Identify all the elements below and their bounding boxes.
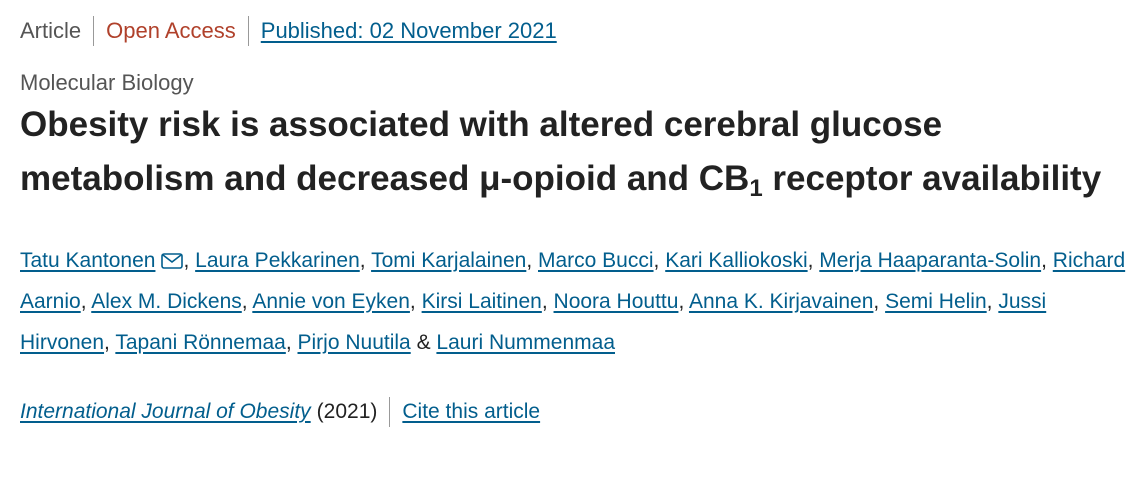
author-link[interactable]: Laura Pekkarinen xyxy=(195,249,360,272)
separator: , xyxy=(409,290,416,313)
article-type: Article xyxy=(20,18,82,43)
author-link[interactable]: Jussi Hirvonen xyxy=(20,290,1047,354)
open-access: Open Access xyxy=(93,16,248,46)
separator: , xyxy=(183,249,190,272)
article-header: Article Open Access Published: 02 Novemb… xyxy=(20,14,1130,427)
author-link[interactable]: Semi Helin xyxy=(885,290,987,313)
subject: Molecular Biology xyxy=(20,70,194,95)
author-link[interactable]: Lauri Nummenmaa xyxy=(436,331,615,354)
separator: , xyxy=(678,290,685,313)
journal-link[interactable]: International Journal of Obesity xyxy=(20,400,311,423)
article-title: Obesity risk is associated with altered … xyxy=(20,98,1130,216)
separator: , xyxy=(653,249,660,272)
author-link[interactable]: Anna K. Kirjavainen xyxy=(688,290,874,313)
separator: , xyxy=(80,290,87,313)
year: (2021) xyxy=(317,397,391,427)
email-icon[interactable] xyxy=(161,253,184,269)
author-link[interactable]: Pirjo Nuutila xyxy=(297,331,411,354)
title-text: receptor availability xyxy=(762,159,1102,198)
author-link[interactable]: Tomi Karjalainen xyxy=(371,249,527,272)
author-link[interactable]: Noora Houttu xyxy=(553,290,679,313)
separator: , xyxy=(1041,249,1047,272)
author-link[interactable]: Tapani Rönnemaa xyxy=(115,331,286,354)
author-link[interactable]: Marco Bucci xyxy=(538,249,654,272)
citation: International Journal of Obesity (2021) … xyxy=(20,397,1127,427)
author-list: Tatu Kantonen, Laura Pekkarinen, Tomi Ka… xyxy=(20,240,1130,363)
separator: , xyxy=(526,249,533,272)
author-link[interactable]: Merja Haaparanta-Solin xyxy=(819,249,1042,272)
separator: , xyxy=(359,249,366,272)
title-subscript: 1 xyxy=(749,175,763,202)
separator: , xyxy=(104,331,110,354)
published-date[interactable]: Published: 02 November 2021 xyxy=(260,18,557,43)
published-wrap: Published: 02 November 2021 xyxy=(247,16,569,46)
meta-row: Article Open Access Published: 02 Novemb… xyxy=(20,14,1127,48)
author-link[interactable]: Tatu Kantonen xyxy=(20,249,156,272)
separator: , xyxy=(285,331,292,354)
author-link[interactable]: Kari Kalliokoski xyxy=(665,249,808,272)
separator: , xyxy=(541,290,548,313)
title-text: Obesity risk is associated with altered … xyxy=(20,105,943,198)
cite-link[interactable]: Cite this article xyxy=(402,400,541,423)
separator: , xyxy=(986,290,993,313)
separator: & xyxy=(416,331,431,354)
separator: , xyxy=(873,290,880,313)
author-link[interactable]: Alex M. Dickens xyxy=(91,290,242,313)
separator: , xyxy=(807,249,814,272)
author-link[interactable]: Annie von Eyken xyxy=(252,290,410,313)
separator: , xyxy=(241,290,248,313)
author-link[interactable]: Richard Aarnio xyxy=(20,249,1126,313)
author-link[interactable]: Kirsi Laitinen xyxy=(421,290,542,313)
